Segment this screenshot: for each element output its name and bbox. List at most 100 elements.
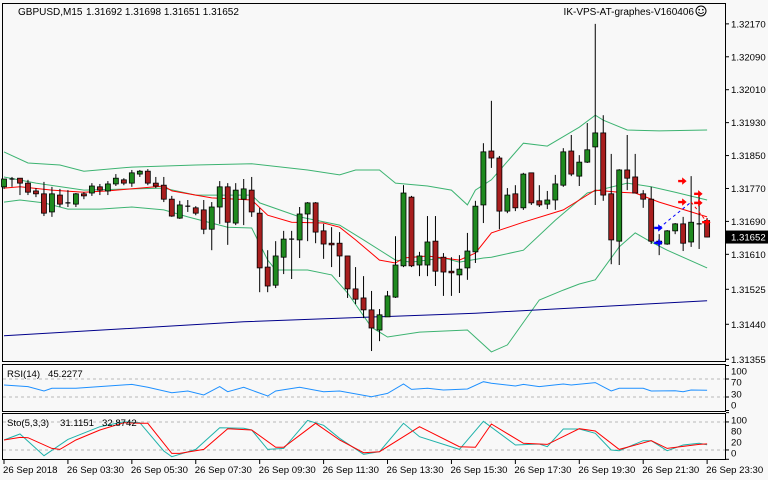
sell-arrow-icon[interactable] [694, 199, 703, 207]
stochastic-axis-label: 0 [731, 449, 736, 460]
candle-body-bearish [224, 186, 231, 223]
candle [688, 176, 695, 247]
candle [496, 155, 503, 230]
candle-body-bearish [264, 266, 271, 287]
candle [360, 276, 367, 319]
candle [560, 148, 567, 187]
sell-arrow-icon[interactable] [702, 218, 711, 226]
rsi-value: 45.2277 [48, 369, 83, 380]
candle-body-bullish [208, 206, 215, 230]
candle [472, 200, 479, 263]
candle [57, 188, 63, 207]
candle-body-bearish [41, 193, 47, 214]
rsi-axis-label: 0 [731, 401, 736, 412]
candle-body-bullish [376, 314, 383, 331]
time-tick-label: 26 Sep 2018 [3, 465, 57, 476]
candle-body-bearish [160, 184, 167, 200]
candle [208, 202, 215, 251]
candle [600, 115, 607, 201]
sell-arrow-icon[interactable] [694, 190, 703, 198]
candle-body-bullish [392, 264, 399, 298]
time-tick-label: 26 Sep 23:30 [706, 465, 763, 476]
rsi-panel[interactable] [2, 364, 726, 412]
stochastic-indicator-label: Sto(5,3,3) [7, 418, 49, 429]
candle [536, 185, 543, 207]
candle [544, 190, 551, 210]
candle [272, 241, 279, 289]
candle [304, 202, 311, 242]
candle-body-bearish [640, 193, 647, 200]
candle-body-bullish [1, 178, 7, 188]
candle-body-bullish [73, 193, 79, 205]
candle-body-bearish [120, 179, 127, 184]
candle-body-bullish [384, 295, 391, 318]
expert-advisor-name[interactable]: IK-VPS-AT-graphes-V160406 [564, 7, 695, 18]
candle [49, 186, 55, 217]
candle [25, 179, 31, 196]
sto-main-line [3, 419, 708, 458]
candle-body-bearish [648, 198, 655, 242]
candle [384, 290, 391, 318]
moving-average-slow-line [3, 300, 708, 337]
stochastic-panel[interactable] [2, 413, 726, 460]
candle [81, 192, 87, 200]
buy-arrow-icon[interactable] [654, 239, 663, 247]
price-tick-label: 1.31525 [731, 285, 766, 296]
price-tick-label: 1.31610 [731, 250, 766, 261]
candle [392, 236, 399, 298]
candle [65, 190, 71, 207]
candle-body-bullish [240, 188, 247, 200]
candle-body-bearish [360, 297, 367, 311]
candle-body-bearish [600, 132, 607, 196]
sell-trade-line [690, 201, 708, 223]
candle-body-bullish [128, 172, 135, 184]
ohlc-readout: 1.31692 1.31698 1.31651 1.31652 [86, 7, 239, 18]
candle-body-bullish [504, 194, 511, 212]
candle [520, 172, 527, 210]
candle [440, 253, 447, 296]
candle-body-bullish [232, 189, 239, 224]
candle [33, 188, 39, 198]
axes-layer: 1.32170 1.32090 1.32010 1.31930 1.31850 1.317… [3, 19, 768, 476]
price-tick-label: 1.31355 [731, 355, 766, 366]
candle [528, 172, 535, 205]
candle [152, 176, 159, 189]
candle-body-bearish [488, 150, 495, 159]
candle-body-bullish [584, 149, 591, 163]
candle [120, 178, 127, 186]
candle-body-bullish [520, 173, 527, 209]
price-tick-label: 1.31770 [731, 184, 766, 195]
candle-body-bullish [176, 204, 183, 219]
symbol-timeframe-label: GBPUSD,M15 [18, 7, 83, 18]
candle-body-bullish [424, 241, 431, 266]
candle [88, 183, 95, 196]
candle [480, 143, 487, 224]
candle-body-bearish [81, 193, 87, 197]
candle-body-bearish [536, 200, 543, 206]
candle [144, 169, 151, 186]
time-tick-label: 26 Sep 17:30 [514, 465, 571, 476]
candle-body-bullish [112, 177, 119, 185]
candle-body-bullish [400, 192, 407, 267]
candle-body-bearish [168, 198, 175, 217]
candle [73, 193, 79, 207]
buy-arrow-icon[interactable] [654, 224, 663, 232]
candle [336, 232, 343, 277]
smiley-face-icon[interactable] [695, 5, 707, 17]
candle [592, 23, 599, 205]
candle-body-bullish [560, 151, 567, 186]
rsi-axis-label: 70 [731, 378, 742, 389]
candle-body-bullish [592, 132, 599, 148]
candle-body-bearish [200, 209, 207, 230]
candle-body-bearish [344, 255, 351, 290]
bollinger-lower-line [3, 199, 708, 353]
sell-arrow-icon[interactable] [678, 198, 687, 206]
candle-body-bullish [296, 213, 303, 241]
candle-body-bullish [544, 199, 551, 205]
sell-arrow-icon[interactable] [678, 177, 687, 185]
main-plot-layer [1, 23, 711, 353]
candle [632, 153, 639, 194]
candle-body-bullish [216, 186, 223, 208]
candle [344, 255, 351, 298]
